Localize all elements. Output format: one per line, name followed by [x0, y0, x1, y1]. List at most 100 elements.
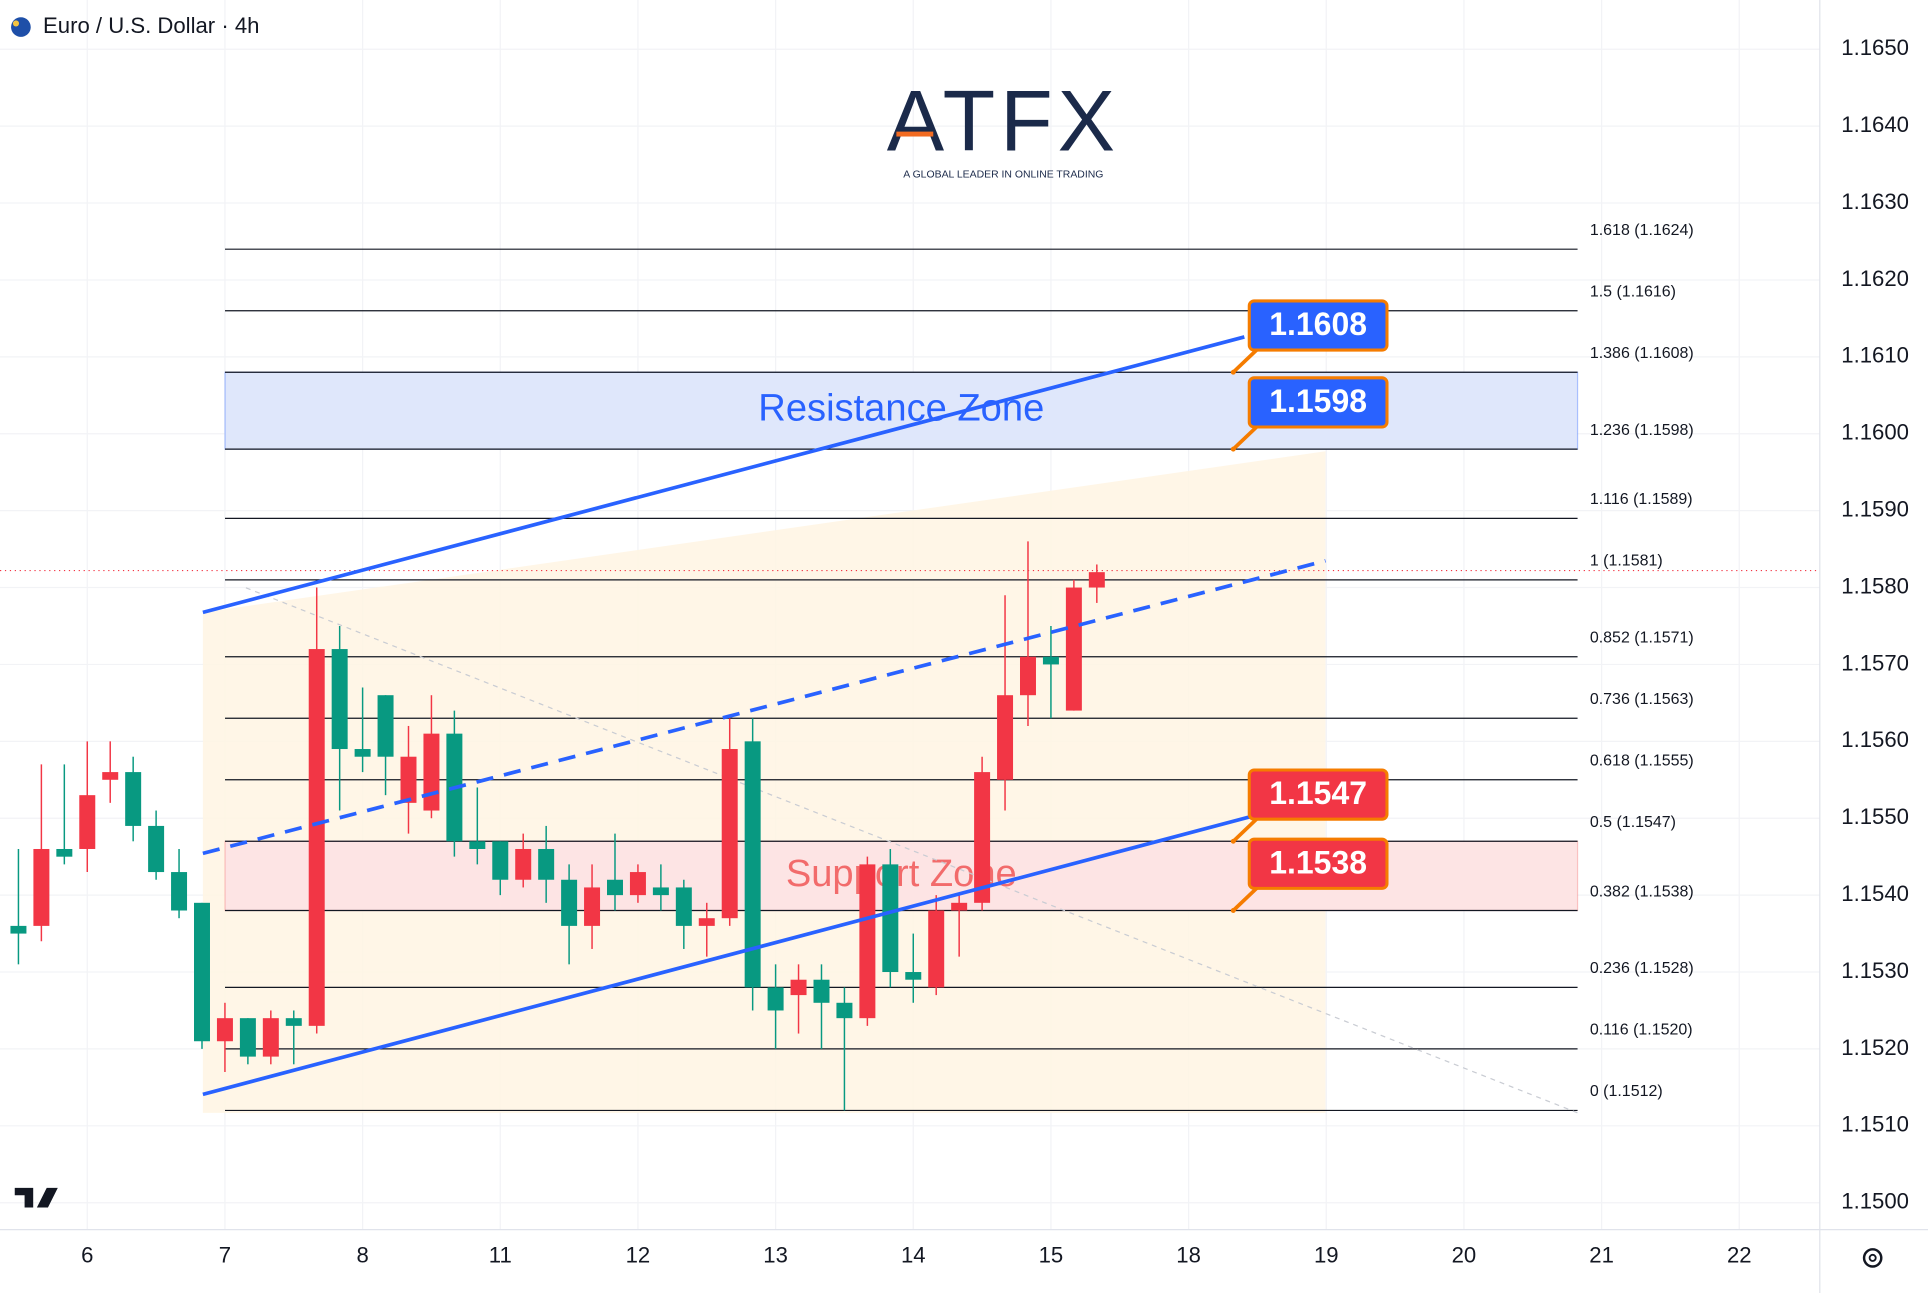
x-tick-label: 20 [1452, 1243, 1477, 1268]
candle-body [423, 733, 440, 811]
fib-label: 0.236 (1.1528) [1590, 960, 1694, 977]
y-tick-label: 1.1590 [1841, 496, 1909, 521]
fib-label: 0.116 (1.1520) [1590, 1022, 1693, 1039]
tag-box [1247, 376, 1389, 429]
candle-body [561, 879, 578, 926]
x-tick-label: 18 [1176, 1243, 1201, 1268]
x-tick-label: 6 [81, 1243, 93, 1268]
symbol-icon [11, 17, 31, 37]
x-tick-label: 7 [219, 1243, 231, 1268]
candle-body [584, 887, 601, 926]
candle-body [652, 887, 669, 896]
y-tick-label: 1.1620 [1841, 266, 1909, 291]
candle-body [56, 848, 73, 857]
y-tick-label: 1.1560 [1841, 727, 1909, 752]
channel-upper [202, 335, 1245, 615]
tag-box [1247, 837, 1389, 890]
candle-body [790, 979, 807, 996]
channel-middle [202, 558, 1326, 856]
y-tick-label: 1.1570 [1841, 650, 1909, 675]
x-tick-label: 14 [901, 1243, 926, 1268]
channel-lower [202, 795, 1326, 1097]
candle-body [400, 756, 417, 803]
tag-anchor [1230, 446, 1236, 452]
candle-body [285, 1018, 302, 1026]
candle-body [148, 825, 165, 873]
axes: 1.1650 1.1640 1.1630 1.1620 1.1610 1.1600 1.15… [81, 35, 1909, 1267]
tv-logo-dot [44, 1188, 54, 1198]
settings-gear[interactable] [1862, 1248, 1883, 1268]
y-tick-label: 1.1550 [1841, 804, 1909, 829]
candle-body [216, 1018, 233, 1042]
candle-body [10, 925, 27, 934]
candle-body [607, 879, 623, 896]
y-tick-label: 1.1530 [1841, 958, 1909, 983]
settings-icon[interactable] [1862, 1248, 1883, 1268]
candle-body [377, 695, 394, 757]
x-tick-label: 12 [626, 1243, 651, 1268]
candle-body [721, 749, 738, 919]
fib-label: 1.116 (1.1589) [1590, 491, 1693, 508]
logo-tagline: A GLOBAL LEADER IN ONLINE TRADING [903, 169, 1103, 180]
x-tick-label: 19 [1314, 1243, 1339, 1268]
fib-label: 0.852 (1.1571) [1590, 630, 1694, 647]
candle-body [308, 649, 325, 1026]
y-tick-label: 1.1540 [1841, 881, 1909, 906]
candle-body [675, 887, 692, 926]
candle-body [1042, 656, 1059, 665]
fib-label: 1 (1.1581) [1590, 553, 1663, 570]
tag-pointer [1232, 423, 1261, 451]
fib-label: 0 (1.1512) [1590, 1083, 1663, 1100]
candle-body [882, 864, 899, 973]
candle-body [951, 902, 968, 911]
candle-body [125, 772, 142, 826]
fib-label: 0.382 (1.1538) [1590, 883, 1694, 900]
settings-hub[interactable] [1868, 1253, 1877, 1262]
candle-body [354, 749, 371, 757]
candle-body [836, 1002, 853, 1019]
fib-label: 1.386 (1.1608) [1590, 345, 1694, 362]
tag-anchor [1230, 838, 1236, 844]
x-tick-label: 8 [356, 1243, 368, 1268]
candle-body [492, 841, 509, 880]
y-tick-label: 1.1580 [1841, 573, 1909, 598]
symbol-icon-dot [12, 20, 20, 27]
candle-body [905, 972, 922, 980]
y-tick-label: 1.1630 [1841, 189, 1909, 214]
tag-pointer [1232, 884, 1261, 912]
candle-body [331, 649, 348, 750]
candle-body [813, 979, 830, 1003]
chart-title: Euro / U.S. Dollar · 4h [43, 13, 259, 38]
fib-label: 1.5 (1.1616) [1590, 283, 1676, 300]
y-tick-label: 1.1500 [1841, 1189, 1909, 1214]
y-tick-label: 1.1600 [1841, 420, 1909, 445]
candle-body [239, 1018, 256, 1057]
y-tick-label: 1.1520 [1841, 1035, 1909, 1060]
candle-body [33, 848, 50, 926]
fib-label: 0.618 (1.1555) [1590, 753, 1694, 770]
fib-area [202, 451, 1326, 1113]
price-tags: 1.1608 1.1598 1.1547 1.1538 [1230, 299, 1389, 913]
y-tick-label: 1.1650 [1841, 35, 1909, 60]
candle-body [262, 1018, 279, 1057]
y-tick-label: 1.1640 [1841, 112, 1909, 137]
x-tick-label: 21 [1589, 1243, 1614, 1268]
candle-body [928, 910, 945, 988]
tag-label: 1.1598 [1269, 383, 1367, 419]
candle-body [1088, 572, 1105, 588]
tag-anchor [1230, 908, 1236, 913]
candle-body [538, 848, 555, 880]
tag-pointer [1232, 815, 1261, 843]
candle-body [1065, 587, 1082, 711]
y-tick-label: 1.1510 [1841, 1112, 1909, 1137]
x-tick-label: 15 [1039, 1243, 1064, 1268]
candle-body [194, 902, 210, 1042]
logo-accent [896, 131, 934, 137]
candle-body [698, 918, 715, 926]
tag-box [1247, 299, 1389, 352]
zone-label: Resistance Zone [758, 388, 1044, 430]
candle-body [997, 695, 1014, 780]
logo-name: ATFX [887, 74, 1120, 170]
